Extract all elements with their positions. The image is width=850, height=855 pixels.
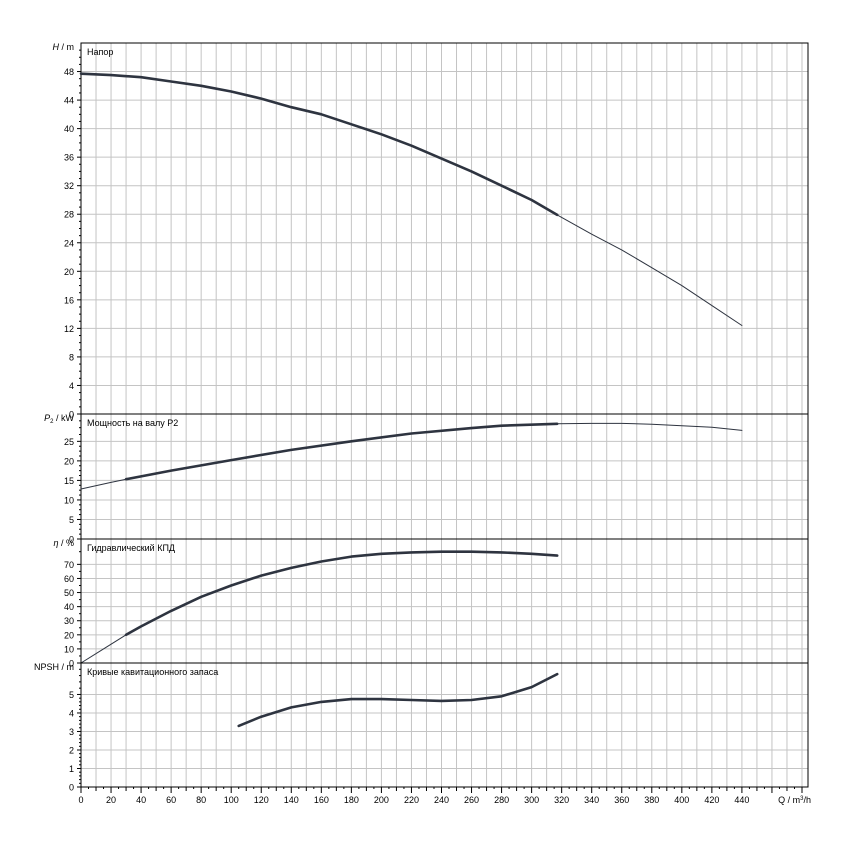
y-tick-label: 48 [64, 67, 74, 77]
x-tick-label: 140 [284, 795, 299, 805]
y-tick-label: 10 [64, 495, 74, 505]
y-tick-label: 0 [69, 410, 74, 420]
y-tick-label: 32 [64, 181, 74, 191]
x-tick-label: 340 [584, 795, 599, 805]
y-tick-label: 40 [64, 124, 74, 134]
panel-power: 0 5 10 15 20 25 P2 / kW Мощность на валу P2 [44, 413, 809, 545]
y-tick-label: 0 [69, 659, 74, 669]
x-tick-label: 40 [136, 795, 146, 805]
series-line-power-thin [556, 422, 743, 431]
series-line-efficiency-thick [124, 550, 559, 637]
x-tick-label: 160 [314, 795, 329, 805]
x-tick-label: 20 [106, 795, 116, 805]
y-axis-label: NPSH / m [34, 662, 74, 672]
y-tick-label: 28 [64, 210, 74, 220]
y-axis-label: P2 / kW [44, 413, 74, 425]
y-tick-label: 40 [64, 602, 74, 612]
x-axis-label: Q / m3/h [778, 795, 811, 805]
x-tick-label: 360 [614, 795, 629, 805]
y-tick-label: 36 [64, 153, 74, 163]
x-tick-label: 400 [674, 795, 689, 805]
series-line-npsh-thick [237, 672, 559, 728]
x-tick-label: 280 [494, 795, 509, 805]
panel-frame [80, 662, 809, 788]
x-tick-label: 180 [344, 795, 359, 805]
y-tick-label: 24 [64, 238, 74, 248]
y-tick-label: 20 [64, 267, 74, 277]
x-tick-label: 380 [644, 795, 659, 805]
y-tick-label: 44 [64, 96, 74, 106]
y-tick-label: 1 [69, 764, 74, 774]
x-tick-label: 120 [254, 795, 269, 805]
x-tick-label: 260 [464, 795, 479, 805]
panel-title: Напор [87, 47, 113, 57]
x-tick-label: 0 [78, 795, 83, 805]
y-tick-label: 0 [69, 535, 74, 545]
x-tick-label: 300 [524, 795, 539, 805]
y-tick-label: 16 [64, 295, 74, 305]
x-axis: 0 20 40 60 80 100 120 140 160 180 200 220 240 260 280 3… [78, 787, 811, 805]
y-tick-label: 70 [64, 560, 74, 570]
y-tick-label: 20 [64, 456, 74, 466]
x-tick-label: 420 [704, 795, 719, 805]
series-line-power-thick [124, 422, 559, 481]
y-tick-label: 4 [69, 381, 74, 391]
x-tick-label: 200 [374, 795, 389, 805]
panel-title: Кривые кавитационного запаса [87, 667, 218, 677]
panel-title: Гидравлический КПД [87, 543, 175, 553]
y-tick-label: 4 [69, 708, 74, 718]
y-tick-label: 2 [69, 745, 74, 755]
y-tick-label: 20 [64, 630, 74, 640]
series-line-efficiency-thin [80, 634, 127, 664]
x-tick-label: 440 [734, 795, 749, 805]
y-tick-label: 3 [69, 727, 74, 737]
x-tick-label: 320 [554, 795, 569, 805]
y-tick-label: 50 [64, 588, 74, 598]
y-tick-label: 12 [64, 324, 74, 334]
y-axis-label: H / m [53, 42, 75, 52]
y-tick-label: 0 [69, 783, 74, 793]
y-tick-label: 60 [64, 574, 74, 584]
panel-frame [80, 413, 809, 540]
panel-title: Мощность на валу P2 [87, 418, 178, 428]
y-tick-label: 5 [69, 690, 74, 700]
panel-npsh: 0 1 2 3 4 5 NPSH / m Кривые кавитационного запа… [34, 662, 809, 793]
x-tick-label: 80 [196, 795, 206, 805]
series-line-power-thin [80, 478, 127, 490]
series-line-head-thin [556, 214, 743, 326]
y-tick-label: 15 [64, 476, 74, 486]
y-tick-label: 5 [69, 515, 74, 525]
panel-efficiency: 0 10 20 30 40 50 60 70 η / % Гидравлический КПД [53, 538, 809, 669]
x-tick-label: 60 [166, 795, 176, 805]
y-tick-label: 30 [64, 616, 74, 626]
series-line-head-thick [79, 72, 559, 217]
y-axis-label: η / % [53, 538, 74, 548]
panel-frame [80, 42, 809, 415]
x-tick-label: 240 [434, 795, 449, 805]
x-tick-label: 100 [224, 795, 239, 805]
y-tick-label: 25 [64, 437, 74, 447]
x-tick-label: 220 [404, 795, 419, 805]
y-tick-label: 8 [69, 352, 74, 362]
y-tick-label: 10 [64, 644, 74, 654]
